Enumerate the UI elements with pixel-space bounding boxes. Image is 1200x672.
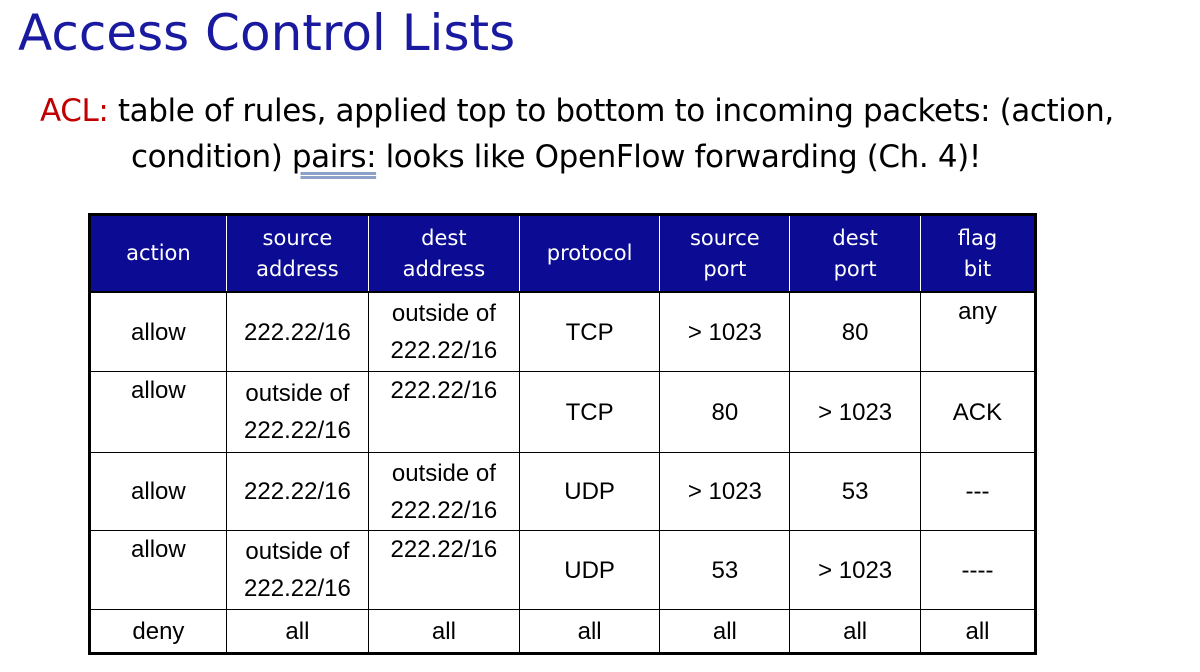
acl-definition: ACL: table of rules, applied top to bott… <box>40 88 1200 180</box>
cell-source-address: outside of 222.22/16 <box>225 530 370 610</box>
cell-dest-address: 222.22/16 <box>368 371 520 453</box>
cell-dest-port: > 1023 <box>789 371 921 453</box>
cell-action: allow <box>89 452 227 531</box>
table-row: allow outside of 222.22/16 222.22/16 TCP … <box>89 371 1037 453</box>
cell-protocol: UDP <box>518 530 661 610</box>
cell-action: deny <box>89 609 227 654</box>
header-dest-address: dest address <box>368 214 520 293</box>
cell-source-address: all <box>225 609 370 654</box>
cell-dest-port: all <box>789 609 921 654</box>
acl-rules-table: action source address dest address protoco… <box>88 213 1037 655</box>
acl-definition-text-1: table of rules, applied top to bottom to… <box>117 93 1114 129</box>
header-protocol: protocol <box>518 214 661 293</box>
cell-dest-address: outside of 222.22/16 <box>368 452 520 531</box>
cell-source-address: outside of 222.22/16 <box>225 371 370 453</box>
acl-definition-text-2b: looks like OpenFlow forwarding (Ch. 4)! <box>376 139 982 175</box>
cell-source-address: 222.22/16 <box>225 291 370 372</box>
cell-flag-bit: ---- <box>919 530 1037 610</box>
cell-dest-port: 80 <box>789 291 921 372</box>
cell-dest-address: all <box>368 609 520 654</box>
cell-action: allow <box>89 371 227 453</box>
cell-flag-bit: all <box>919 609 1037 654</box>
cell-flag-bit: --- <box>919 452 1037 531</box>
cell-source-port: 53 <box>659 530 791 610</box>
table-row: allow 222.22/16 outside of 222.22/16 TCP … <box>89 291 1037 372</box>
table-row: deny all all all all all all <box>89 609 1037 654</box>
cell-dest-port: 53 <box>789 452 921 531</box>
cell-protocol: UDP <box>518 452 661 531</box>
header-flag-bit: flag bit <box>919 214 1037 293</box>
acl-definition-text-2a: condition) <box>131 139 292 175</box>
cell-dest-address: 222.22/16 <box>368 530 520 610</box>
cell-protocol: all <box>518 609 661 654</box>
table-row: allow 222.22/16 outside of 222.22/16 UDP … <box>89 452 1037 531</box>
page-title: Access Control Lists <box>18 4 516 62</box>
cell-source-port: all <box>659 609 791 654</box>
cell-action: allow <box>89 291 227 372</box>
cell-dest-port: > 1023 <box>789 530 921 610</box>
acl-label: ACL: <box>40 93 109 129</box>
cell-source-port: 80 <box>659 371 791 453</box>
cell-source-port: > 1023 <box>659 291 791 372</box>
cell-action: allow <box>89 530 227 610</box>
cell-flag-bit: any <box>919 291 1037 372</box>
header-dest-port: dest port <box>789 214 921 293</box>
cell-dest-address: outside of 222.22/16 <box>368 291 520 372</box>
header-source-address: source address <box>225 214 370 293</box>
cell-source-address: 222.22/16 <box>225 452 370 531</box>
acl-definition-line-2: condition) pairs: looks like OpenFlow fo… <box>40 134 1200 180</box>
header-action: action <box>89 214 227 293</box>
pairs-word: pairs: <box>291 139 377 175</box>
table-row: allow outside of 222.22/16 222.22/16 UDP … <box>89 530 1037 610</box>
cell-protocol: TCP <box>518 371 661 453</box>
table-header-row: action source address dest address protoco… <box>89 214 1037 293</box>
header-source-port: source port <box>659 214 791 293</box>
cell-protocol: TCP <box>518 291 661 372</box>
cell-flag-bit: ACK <box>919 371 1037 453</box>
acl-definition-line-1: ACL: table of rules, applied top to bott… <box>40 88 1200 134</box>
cell-source-port: > 1023 <box>659 452 791 531</box>
